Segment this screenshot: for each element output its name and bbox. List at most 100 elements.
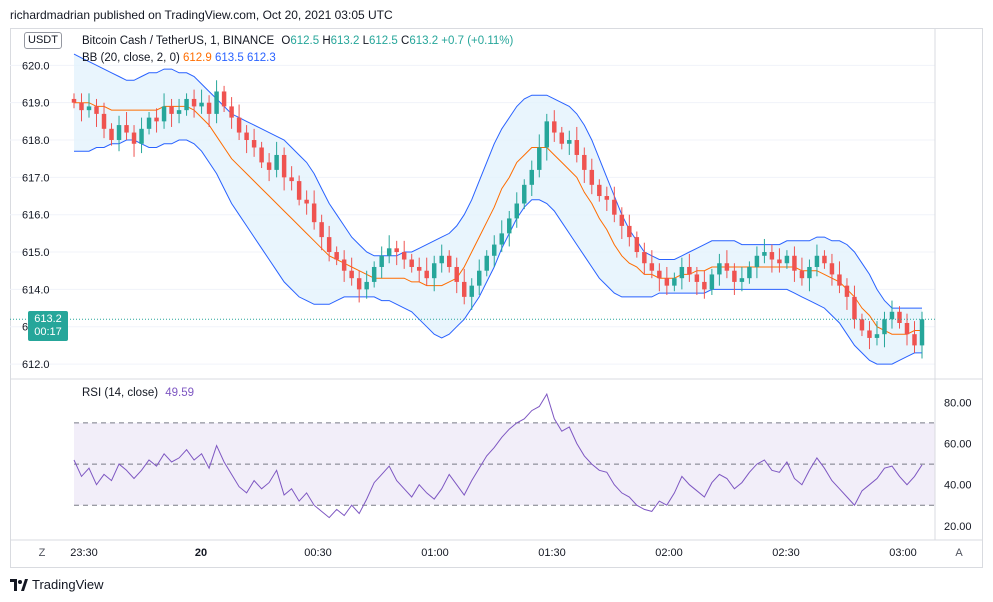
- time-tick-label: 03:00: [889, 547, 917, 559]
- candle-body: [139, 128, 144, 144]
- candle-body: [634, 237, 640, 253]
- candle-body: [829, 263, 835, 275]
- candle-body: [431, 263, 437, 279]
- candle-body: [709, 274, 715, 290]
- candle-body: [416, 266, 422, 271]
- candles: [71, 80, 925, 359]
- candle-body: [837, 274, 842, 286]
- rsi-tick-label: 40.00: [944, 480, 972, 492]
- legend-high-value: 613.2: [330, 35, 360, 47]
- legend-open-value: 612.5: [290, 35, 320, 47]
- price-tick-label: 618.0: [22, 135, 50, 147]
- candle-body: [214, 91, 219, 114]
- candle-body: [529, 169, 535, 185]
- price-tick-label: 620.0: [22, 60, 50, 72]
- candle-body: [484, 255, 489, 271]
- candle-body: [777, 259, 782, 264]
- candle-body: [912, 334, 917, 346]
- tradingview-logo-icon: [10, 578, 28, 591]
- candle-body: [904, 322, 910, 335]
- candle-body: [859, 319, 865, 331]
- tradingview-logo[interactable]: TradingView: [10, 577, 104, 592]
- candle-body: [386, 248, 392, 256]
- rsi-tick-label: 20.00: [944, 521, 972, 533]
- candle-body: [71, 98, 77, 103]
- candle-body: [296, 181, 302, 200]
- currency-pill[interactable]: USDT: [24, 32, 62, 49]
- legend-close-value: 613.2: [409, 35, 439, 47]
- candle-body: [364, 281, 369, 290]
- price-tick-label: 619.0: [22, 98, 50, 110]
- candle-body: [131, 132, 137, 144]
- candle-body: [146, 117, 152, 129]
- candle-body: [792, 255, 797, 271]
- candle-body: [537, 147, 542, 170]
- candle-body: [94, 106, 99, 114]
- price-tick-label: 616.0: [22, 210, 50, 222]
- legend-change: +0.7 (+0.11%): [441, 35, 514, 47]
- candle-body: [732, 270, 737, 282]
- legend-open-label: O: [281, 35, 291, 47]
- candle-body: [191, 98, 197, 107]
- candle-body: [236, 117, 242, 133]
- candle-body: [356, 278, 362, 290]
- candle-body: [326, 237, 332, 253]
- candle-body: [304, 199, 309, 204]
- rsi-legend: RSI (14, close) 49.59: [82, 387, 194, 399]
- candle-body: [507, 218, 512, 234]
- candle-body: [79, 102, 84, 111]
- candle-body: [807, 266, 812, 279]
- candle-body: [289, 177, 294, 182]
- price-tick-label: 615.0: [22, 247, 50, 259]
- candle-body: [874, 334, 880, 338]
- legend-low-value: 612.5: [369, 35, 398, 47]
- candle-body: [311, 203, 317, 223]
- bb-legend-label[interactable]: BB (20, close, 2, 0): [82, 52, 180, 64]
- candle-body: [657, 270, 662, 279]
- legend-symbol[interactable]: Bitcoin Cash / TetherUS, 1, BINANCE: [82, 35, 275, 47]
- candle-body: [522, 184, 527, 204]
- bb-lower-value: 612.3: [246, 52, 276, 64]
- candle-body: [319, 222, 324, 238]
- candle-body: [334, 252, 339, 260]
- candle-body: [649, 263, 655, 271]
- candle-body: [552, 121, 557, 133]
- candle-body: [401, 252, 407, 260]
- candle-body: [259, 147, 264, 163]
- timezone-button[interactable]: Z: [38, 547, 46, 559]
- candle-body: [499, 233, 504, 245]
- candle-body: [619, 214, 625, 226]
- candle-body: [492, 244, 497, 256]
- candle-body: [882, 319, 887, 335]
- price-tick-label: 617.0: [22, 172, 50, 184]
- rsi-tick-label: 80.00: [944, 397, 972, 409]
- candle-body: [514, 203, 519, 219]
- candle-body: [799, 270, 805, 279]
- candle-body: [281, 154, 287, 178]
- candle-body: [852, 296, 857, 320]
- autoscale-button[interactable]: A: [955, 547, 963, 559]
- time-tick-label: 01:00: [421, 547, 449, 559]
- candle-body: [116, 125, 122, 141]
- time-tick-label: 02:00: [655, 547, 683, 559]
- legend-close-label: C: [401, 35, 410, 47]
- candle-body: [642, 252, 647, 264]
- time-tick-label: 02:30: [772, 547, 800, 559]
- rsi-legend-label[interactable]: RSI (14, close): [82, 387, 159, 399]
- candle-body: [266, 162, 272, 170]
- price-tick-label: 614.0: [22, 284, 50, 296]
- candle-body: [559, 132, 565, 144]
- bb-legend: BB (20, close, 2, 0) 612.9 613.5 612.3: [82, 52, 276, 64]
- candle-body: [589, 169, 595, 185]
- candle-body: [822, 255, 827, 264]
- candle-body: [409, 259, 414, 267]
- candle-body: [679, 266, 685, 279]
- candle-body: [176, 110, 182, 114]
- candle-body: [724, 263, 730, 271]
- rsi-band-fill: [74, 422, 935, 506]
- bb-upper-value: 613.5: [214, 52, 244, 64]
- rsi-axis: 20.00 40.00 60.00 80.00: [944, 397, 972, 532]
- candle-body: [889, 311, 895, 320]
- candle-body: [349, 270, 354, 279]
